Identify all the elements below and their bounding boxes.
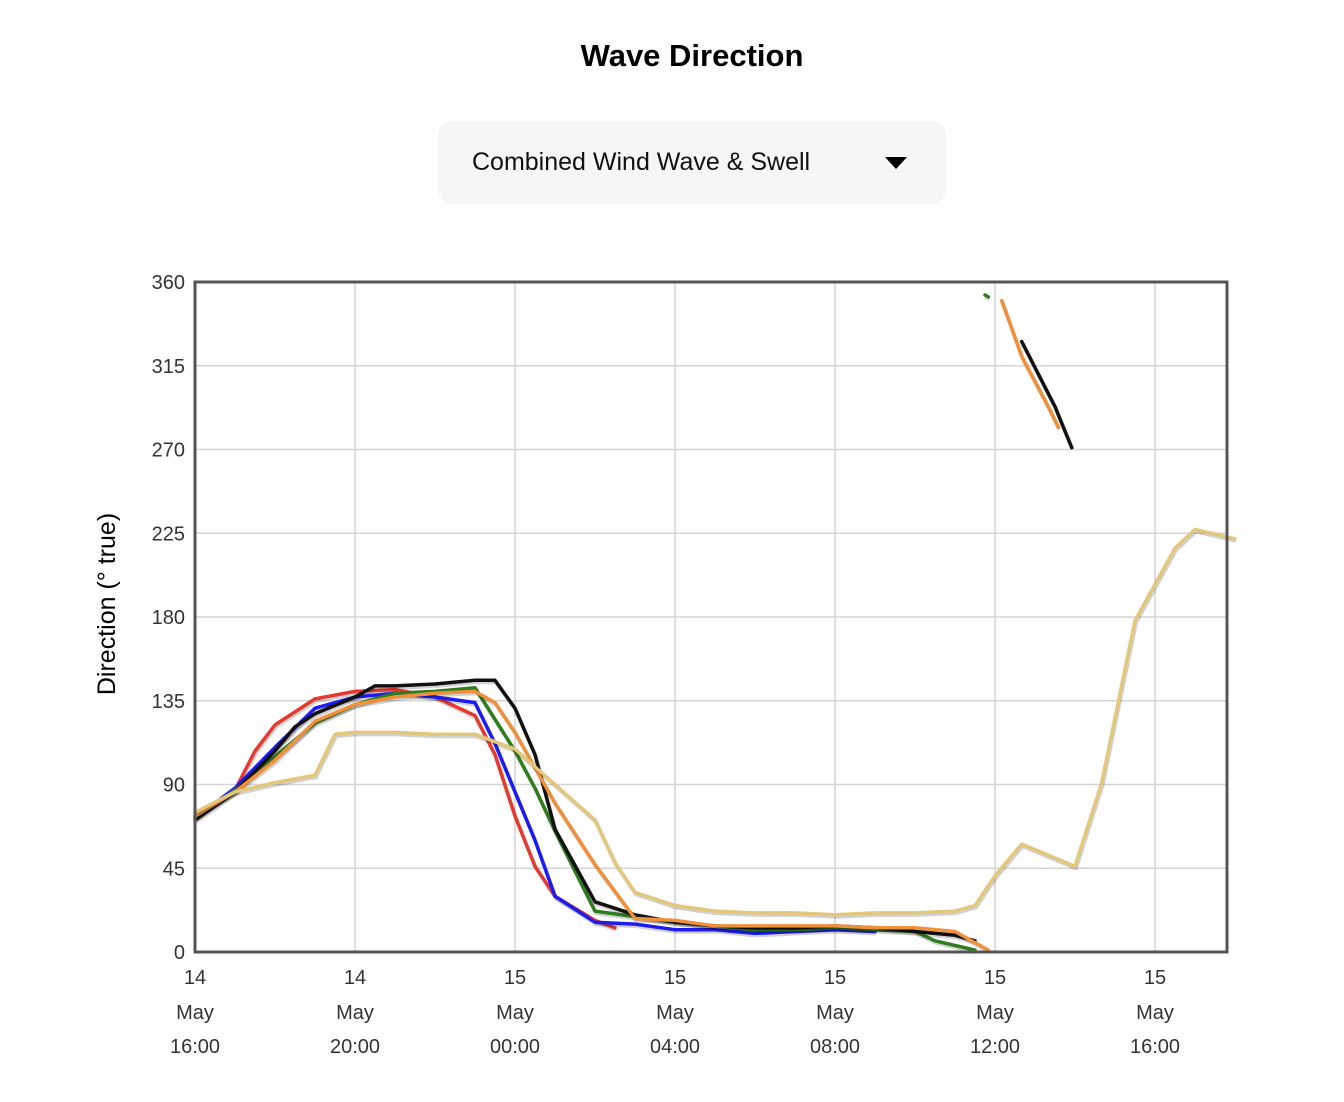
plot-frame xyxy=(193,280,1229,954)
series-line-4 xyxy=(193,298,1062,954)
x-tick-label-time: 20:00 xyxy=(330,1036,380,1058)
x-tick-label-month: May xyxy=(1136,1002,1174,1024)
y-axis-label: Direction (° true) xyxy=(93,513,121,695)
x-tick-label-time: 16:00 xyxy=(1130,1036,1180,1058)
series-shadow xyxy=(195,529,1237,919)
y-tick-label: 0 xyxy=(174,942,185,964)
x-tick-label-time: 16:00 xyxy=(170,1036,220,1058)
y-tick-label: 360 xyxy=(152,272,185,294)
x-tick-label-day: 15 xyxy=(664,967,686,989)
x-tick-label-day: 15 xyxy=(504,967,526,989)
x-tick-label-time: 08:00 xyxy=(810,1036,860,1058)
x-tick-label-time: 12:00 xyxy=(970,1036,1020,1058)
x-tick-label-month: May xyxy=(496,1002,534,1024)
caret-down-icon xyxy=(885,157,907,169)
series-line-1 xyxy=(193,691,877,938)
series-path xyxy=(193,689,991,952)
y-axis-ticks: 0 45 90 135 180 225 270 315 360 xyxy=(152,272,185,964)
x-tick-label-time: 04:00 xyxy=(650,1036,700,1058)
x-axis-ticks: 14 May 16:00 14 May 20:00 15 May 00:00 15 May 04:00… xyxy=(170,967,1180,1058)
y-tick-label: 180 xyxy=(152,607,185,629)
x-tick-label-month: May xyxy=(336,1002,374,1024)
x-tick-label-day: 14 xyxy=(184,967,206,989)
x-tick-label-day: 15 xyxy=(984,967,1006,989)
x-tick-label-day: 15 xyxy=(824,967,846,989)
y-tick-label: 135 xyxy=(152,691,185,713)
chart-grid xyxy=(194,281,1227,953)
series-path xyxy=(193,527,1237,917)
x-tick-label-day: 15 xyxy=(1144,967,1166,989)
series-line-2 xyxy=(193,293,991,955)
x-tick-label-time: 00:00 xyxy=(490,1036,540,1058)
x-tick-label-month: May xyxy=(816,1002,854,1024)
y-tick-label: 270 xyxy=(152,440,185,462)
wave-component-dropdown[interactable]: Combined Wind Wave & Swell xyxy=(438,121,946,204)
y-tick-label: 45 xyxy=(163,858,185,880)
chart-title: Wave Direction xyxy=(580,38,804,73)
series-path xyxy=(983,293,991,299)
y-tick-label: 90 xyxy=(163,775,185,797)
x-tick-label-day: 14 xyxy=(344,967,366,989)
x-tick-label-month: May xyxy=(176,1002,214,1024)
series-line-3 xyxy=(193,339,1075,945)
dropdown-selected-label: Combined Wind Wave & Swell xyxy=(472,148,811,176)
y-tick-label: 225 xyxy=(152,523,185,545)
x-tick-label-month: May xyxy=(976,1002,1014,1024)
series-path xyxy=(999,298,1061,429)
series-line-5 xyxy=(193,527,1237,919)
y-tick-label: 315 xyxy=(152,356,185,378)
series-shadow xyxy=(194,693,877,938)
series-path xyxy=(193,691,877,936)
x-tick-label-month: May xyxy=(656,1002,694,1024)
chart-series xyxy=(193,293,1237,955)
series-path xyxy=(1019,339,1074,450)
